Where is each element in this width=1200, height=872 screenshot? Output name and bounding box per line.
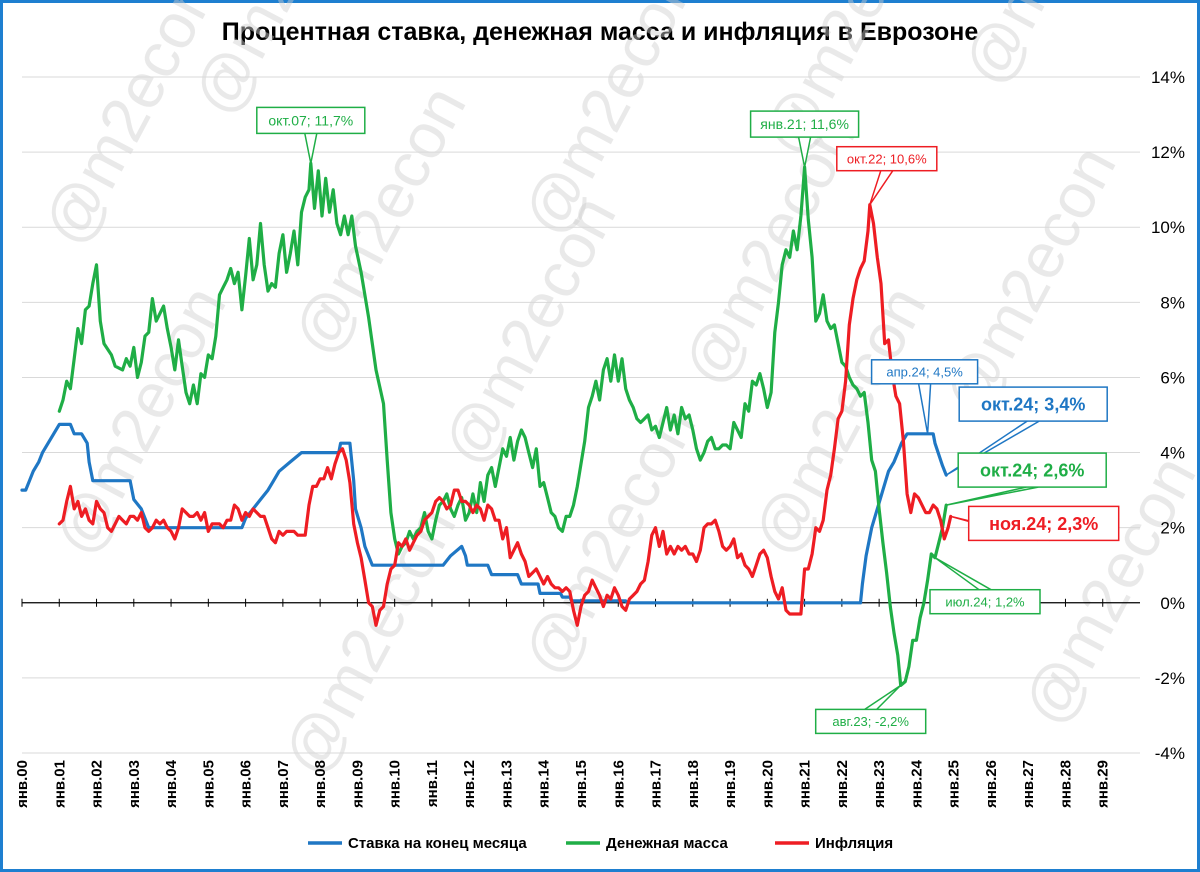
watermark-text: @m2econ bbox=[949, 0, 1150, 97]
x-tick-label: янв.15 bbox=[573, 760, 590, 808]
annotation-label: ноя.24; 2,3% bbox=[989, 514, 1098, 534]
watermark-text: @m2econ bbox=[429, 184, 630, 476]
annotation-pointer bbox=[934, 557, 992, 591]
watermark-text: @m2econ bbox=[29, 0, 230, 257]
y-tick-label: 2% bbox=[1160, 519, 1185, 538]
x-tick-label: янв.13 bbox=[498, 760, 515, 808]
x-tick-label: янв.16 bbox=[610, 760, 627, 808]
legend-label: Денежная масса bbox=[606, 835, 728, 852]
y-tick-label: 12% bbox=[1151, 143, 1185, 162]
annotation-pointer bbox=[917, 383, 932, 434]
x-tick-label: янв.23 bbox=[871, 760, 888, 808]
x-tick-label: янв.24 bbox=[908, 759, 925, 808]
series-layer bbox=[20, 161, 953, 687]
legend-label: Ставка на конец месяца bbox=[348, 835, 527, 852]
x-tick-label: янв.12 bbox=[461, 760, 478, 808]
x-tick-label: янв.07 bbox=[275, 760, 292, 808]
x-tick-label: янв.14 bbox=[536, 759, 553, 808]
annotation-box bbox=[870, 359, 979, 385]
annotation-label: янв.21; 11,6% bbox=[760, 116, 849, 132]
x-tick-label: янв.05 bbox=[200, 760, 217, 808]
x-tick-label: янв.11 bbox=[424, 760, 441, 807]
x-tick-label: янв.01 bbox=[51, 760, 68, 808]
x-tick-label: янв.08 bbox=[312, 760, 329, 808]
annotation-label: окт.24; 2,6% bbox=[980, 461, 1084, 481]
x-tick-label: янв.19 bbox=[722, 760, 739, 808]
annotation-box bbox=[256, 106, 366, 135]
watermark-text: @m2econ bbox=[509, 394, 710, 686]
annotation-box bbox=[958, 386, 1108, 422]
x-tick-label: янв.17 bbox=[648, 760, 665, 808]
x-tick-label: янв.09 bbox=[349, 760, 366, 808]
x-tick-label: янв.03 bbox=[126, 760, 143, 808]
annotation-box bbox=[814, 708, 927, 735]
y-tick-label: -2% bbox=[1155, 669, 1185, 688]
annotation-box bbox=[836, 145, 938, 172]
annotation-box bbox=[749, 110, 860, 138]
annotation-pointer bbox=[797, 136, 812, 168]
annotation-label: апр.24; 4,5% bbox=[886, 365, 963, 380]
watermark-text: @m2econ bbox=[269, 494, 470, 786]
x-tick-label: янв.04 bbox=[163, 759, 180, 808]
x-tick-label: янв.26 bbox=[983, 760, 1000, 808]
annotation-label: июл.24; 1,2% bbox=[945, 594, 1025, 609]
x-tick-label: янв.02 bbox=[89, 760, 106, 808]
annotation-pointer bbox=[946, 486, 1039, 506]
annotation-box bbox=[967, 505, 1120, 542]
annotation-pointer bbox=[864, 684, 902, 711]
annotation-pointer bbox=[945, 420, 1040, 476]
annotation-label: окт.07; 11,7% bbox=[268, 112, 353, 128]
x-tick-label: янв.25 bbox=[946, 760, 963, 808]
annotation-box bbox=[929, 588, 1041, 615]
legend: Ставка на конец месяца Денежная масса Инфл… bbox=[308, 835, 893, 852]
annotation-box bbox=[957, 452, 1107, 488]
y-tick-label: 0% bbox=[1160, 594, 1185, 613]
y-tick-label: -4% bbox=[1155, 744, 1185, 763]
legend-label: Инфляция bbox=[815, 835, 893, 852]
axes: 14% 12% 10% 8% 6% 4% 2% 0% -2% -4% янв.00 янв.01 янв… bbox=[14, 68, 1185, 808]
annotation-pointer bbox=[304, 133, 318, 164]
x-tick-label: янв.18 bbox=[685, 760, 702, 808]
y-tick-label: 10% bbox=[1151, 218, 1185, 237]
x-tick-label: янв.06 bbox=[238, 760, 255, 808]
x-tick-label: янв.22 bbox=[834, 760, 851, 808]
y-tick-label: 8% bbox=[1160, 293, 1185, 312]
x-tick-label: янв.28 bbox=[1057, 760, 1074, 808]
annotation-layer: окт.07; 11,7% янв.21; 11,6% окт.22; 10,6% а… bbox=[256, 106, 1120, 735]
y-tick-label: 6% bbox=[1160, 368, 1185, 387]
x-tick-label: янв.29 bbox=[1095, 760, 1112, 808]
x-tick-label: янв.10 bbox=[387, 760, 404, 808]
x-tick-label: янв.27 bbox=[1020, 760, 1037, 808]
y-tick-label: 4% bbox=[1160, 444, 1185, 463]
x-tick-label: янв.20 bbox=[759, 760, 776, 808]
x-tick-label: янв.21 bbox=[797, 760, 814, 808]
annotation-pointer bbox=[869, 170, 894, 206]
annotation-label: авг.23; -2,2% bbox=[832, 714, 909, 729]
y-tick-label: 14% bbox=[1151, 68, 1185, 87]
x-tick-label: янв.00 bbox=[14, 760, 31, 808]
series-line bbox=[57, 203, 953, 627]
annotation-label: окт.22; 10,6% bbox=[847, 151, 927, 166]
series-line bbox=[20, 422, 948, 605]
series-line bbox=[57, 161, 948, 687]
annotation-label: окт.24; 3,4% bbox=[981, 395, 1085, 415]
watermark-text: @m2econ bbox=[39, 274, 240, 566]
chart-title: Процентная ставка, денежная масса и инфл… bbox=[221, 18, 979, 46]
